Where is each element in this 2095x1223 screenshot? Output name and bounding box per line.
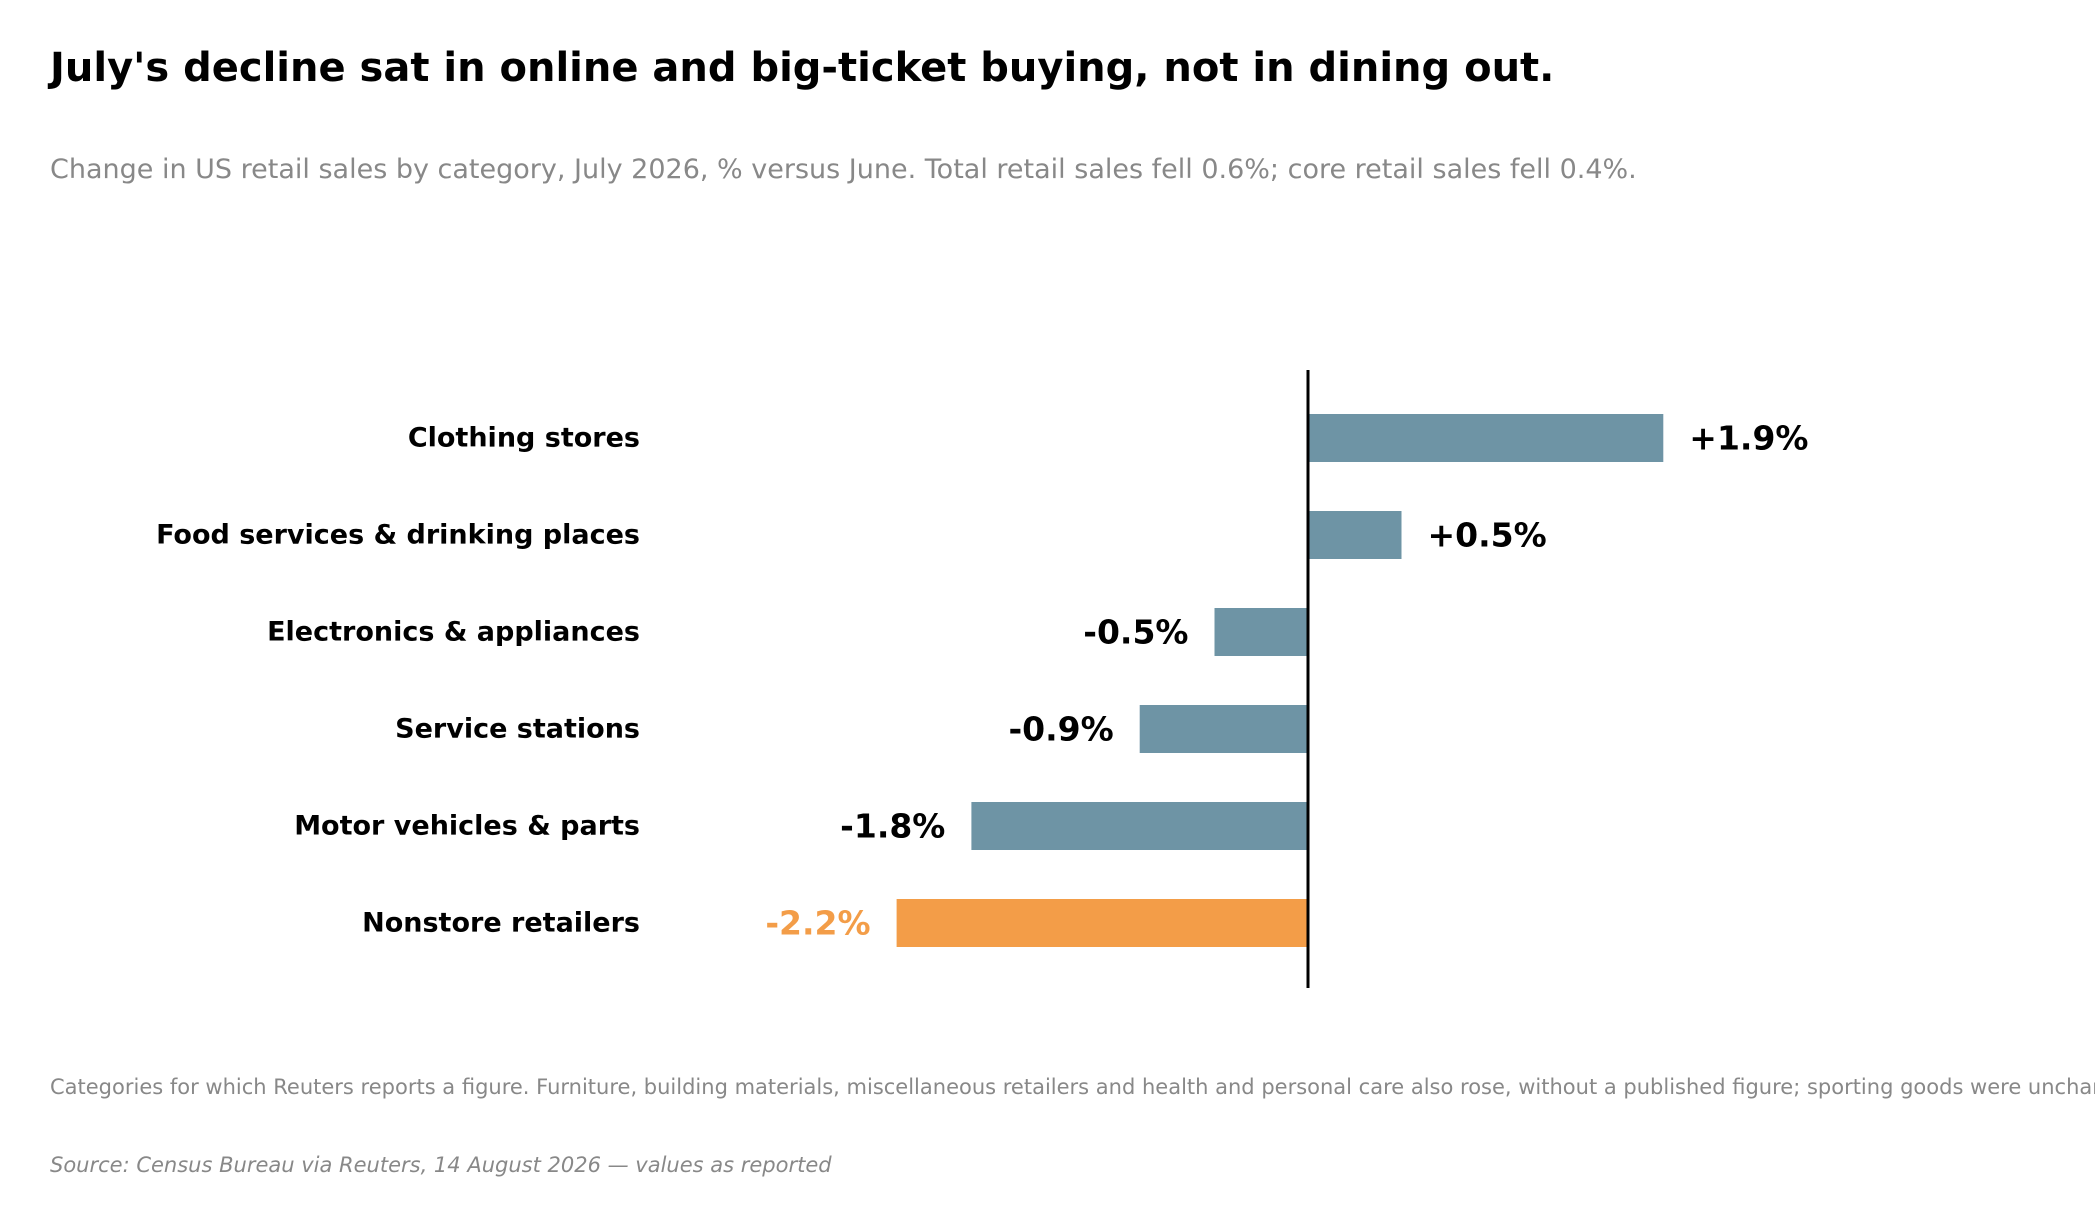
category-label: Service stations <box>395 714 640 745</box>
bar-clothing-stores <box>1308 414 1664 462</box>
chart-title: July's decline sat in online and big-tic… <box>50 45 1555 91</box>
bar-motor-vehicles-parts <box>971 802 1308 850</box>
bar-nonstore-retailers <box>896 899 1308 947</box>
category-label: Motor vehicles & parts <box>294 811 640 842</box>
bar-service-stations <box>1139 705 1308 753</box>
value-label: -0.5% <box>1083 613 1188 652</box>
bar-electronics-appliances <box>1214 608 1308 656</box>
category-label: Food services & drinking places <box>156 520 640 551</box>
bar-food-services-drinking-places <box>1308 511 1402 559</box>
chart-subtitle: Change in US retail sales by category, J… <box>50 154 1637 185</box>
category-label: Clothing stores <box>408 423 640 454</box>
bar-chart: Clothing stores +1.9% Food services & drin… <box>0 360 2095 1000</box>
chart-source: Source: Census Bureau via Reuters, 14 Au… <box>50 1153 832 1177</box>
category-label: Nonstore retailers <box>362 908 640 939</box>
value-label: -0.9% <box>1008 710 1113 749</box>
value-label: -2.2% <box>765 904 870 943</box>
category-label: Electronics & appliances <box>267 617 640 648</box>
chart-note: Categories for which Reuters reports a f… <box>50 1075 2095 1099</box>
bar-chart-svg: Clothing stores +1.9% Food services & drin… <box>156 370 1808 988</box>
value-label: +1.9% <box>1689 419 1808 458</box>
value-label: +0.5% <box>1428 516 1547 555</box>
value-label: -1.8% <box>840 807 945 846</box>
